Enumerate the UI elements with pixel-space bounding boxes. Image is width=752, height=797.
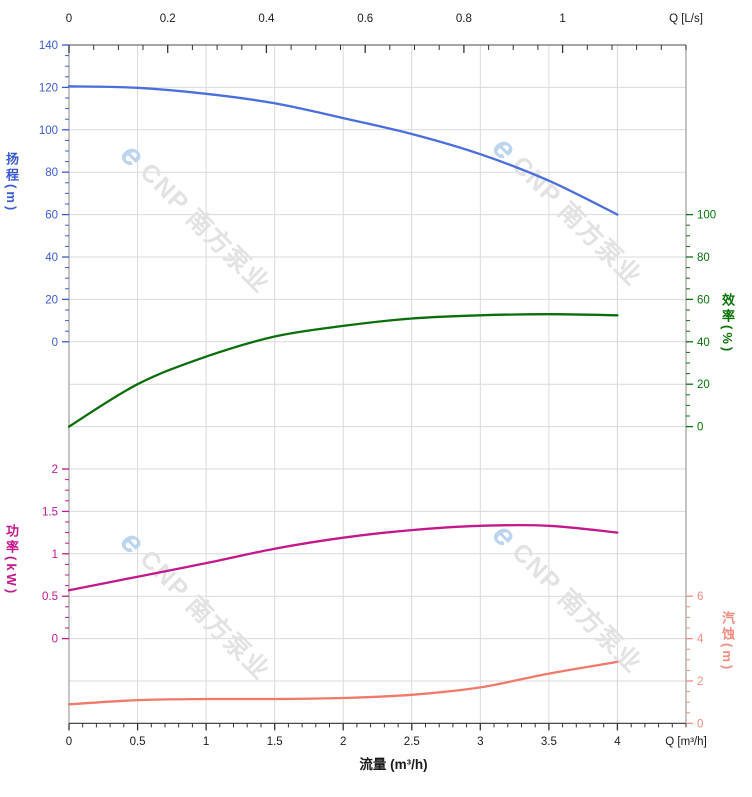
tick-label: 4 xyxy=(614,736,621,748)
watermark-text: CNP 南方泵业 xyxy=(134,544,276,686)
tick-label: 0 xyxy=(52,634,58,646)
tick-label: 0 xyxy=(66,13,72,25)
tick-label: 2 xyxy=(340,736,346,748)
curve-power xyxy=(67,523,619,592)
tick-label: 20 xyxy=(45,294,58,306)
tick-label: 6 xyxy=(697,591,703,603)
tick-label: 2 xyxy=(697,676,703,688)
tick-label: 1.5 xyxy=(42,506,58,518)
tick-label: 80 xyxy=(697,252,710,264)
curves xyxy=(67,85,619,706)
watermark-text: CNP 南方泵业 xyxy=(134,157,276,299)
tick-label: 4 xyxy=(697,634,704,646)
tick-label: 80 xyxy=(45,167,58,179)
tick-label: 40 xyxy=(697,337,710,349)
axis-bottom: 0 0.5 1 1.5 2 2.5 3 3.5 4 Q [m³/h] xyxy=(66,723,707,748)
tick-label: 0.5 xyxy=(42,591,58,603)
axis-npsh: 6 4 2 0 xyxy=(686,591,704,730)
tick-label: 0 xyxy=(697,718,703,730)
watermark-text: CNP 南方泵业 xyxy=(506,537,648,679)
tick-label: 1 xyxy=(203,736,209,748)
curve-head xyxy=(67,85,619,216)
tick-label: 0.4 xyxy=(258,13,275,25)
axis-head: 140 120 100 80 60 40 20 0 xyxy=(39,40,69,349)
gridlines xyxy=(68,44,687,724)
axis-pow: 2 1.5 1 0.5 0 xyxy=(42,464,69,646)
tick-label: 2 xyxy=(52,464,58,476)
tick-label: 2.5 xyxy=(404,736,420,748)
flow-axis-title: 流量 (m³/h) xyxy=(359,757,428,772)
tick-label: 140 xyxy=(39,40,58,52)
tick-label: 60 xyxy=(45,210,58,222)
axis-eff: 100 80 60 40 20 0 xyxy=(686,210,716,434)
tick-label: 3.5 xyxy=(541,736,557,748)
curve-efficiency xyxy=(67,313,619,428)
tick-label: 0.2 xyxy=(160,13,176,25)
tick-label: 20 xyxy=(697,379,710,391)
tick-label: 1.5 xyxy=(267,736,283,748)
tick-label: 0 xyxy=(52,337,58,349)
tick-label: 60 xyxy=(697,294,710,306)
power-axis-title: 功率(kW) xyxy=(4,524,19,597)
tick-label: 0.5 xyxy=(130,736,146,748)
tick-label: 0.8 xyxy=(456,13,472,25)
tick-label: 40 xyxy=(45,252,58,264)
tick-label: 100 xyxy=(39,125,58,137)
tick-label: 0 xyxy=(66,736,72,748)
tick-label: 1 xyxy=(52,549,58,561)
top-axis-unit-label: Q [L/s] xyxy=(669,13,703,25)
tick-label: 120 xyxy=(39,82,58,94)
bottom-axis-unit-label: Q [m³/h] xyxy=(665,736,707,748)
tick-label: 3 xyxy=(477,736,483,748)
axis-top: 0 0.2 0.4 0.6 0.8 1 Q [L/s] xyxy=(66,13,703,53)
head-axis-title: 扬程(m) xyxy=(4,152,19,214)
tick-label: 1 xyxy=(559,13,565,25)
npsh-axis-title: 汽蚀(m) xyxy=(720,611,735,673)
curve-npsh xyxy=(67,660,619,706)
efficiency-axis-title: 效率(%) xyxy=(720,293,735,355)
tick-label: 100 xyxy=(697,210,716,222)
tick-label: 0 xyxy=(697,422,703,434)
tick-label: 0.6 xyxy=(357,13,373,25)
